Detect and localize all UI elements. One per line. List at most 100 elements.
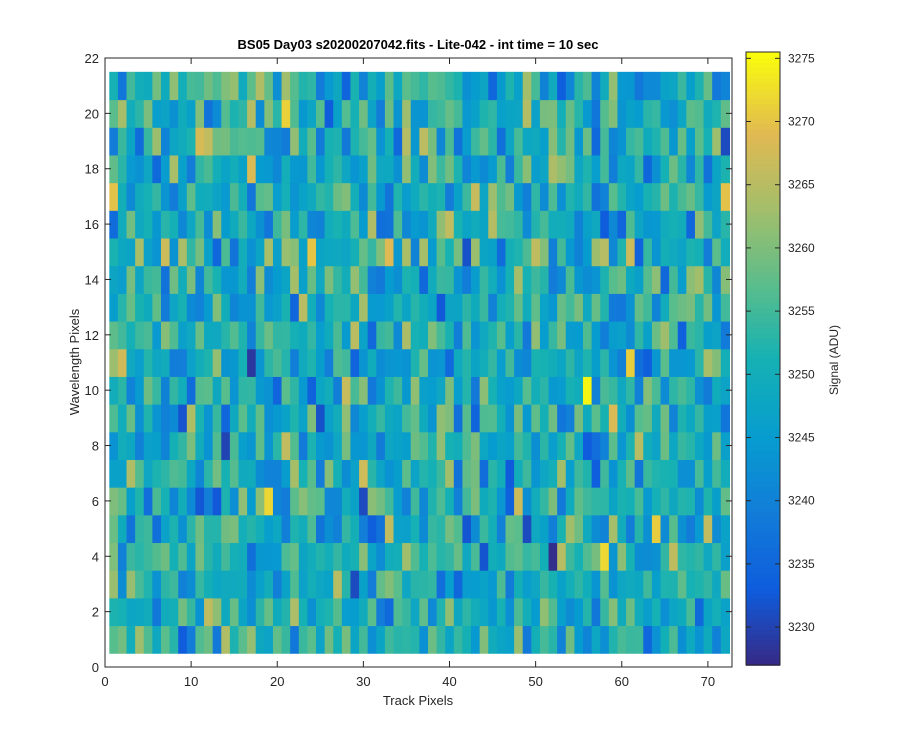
colorbar-band <box>746 87 780 94</box>
heatmap-cell <box>660 459 670 488</box>
heatmap-cell <box>410 182 420 211</box>
colorbar-band <box>746 521 780 528</box>
heatmap-cell <box>626 293 636 322</box>
heatmap-cell <box>298 487 308 516</box>
heatmap-cell <box>471 625 481 654</box>
heatmap-cell <box>583 154 593 184</box>
heatmap-cell <box>496 431 507 460</box>
heatmap-cell <box>703 542 713 571</box>
heatmap-cell <box>324 154 334 184</box>
heatmap-cell <box>548 625 558 654</box>
heatmap-cell <box>281 597 291 627</box>
heatmap-cell <box>350 459 360 488</box>
heatmap-cell <box>539 154 550 184</box>
heatmap-cell <box>720 265 731 294</box>
heatmap-cell <box>583 210 593 239</box>
colorbar-band <box>746 72 780 79</box>
heatmap-cell <box>539 182 550 211</box>
heatmap-cell <box>247 127 257 156</box>
heatmap-cell <box>505 182 515 211</box>
heatmap-cell <box>427 348 438 377</box>
heatmap-cell <box>143 597 153 627</box>
heatmap-cell <box>445 210 455 239</box>
heatmap-cell <box>462 182 472 211</box>
heatmap-cell <box>608 127 619 156</box>
heatmap-cell <box>272 625 283 654</box>
heatmap-cell <box>229 127 240 156</box>
heatmap-cell <box>359 376 369 405</box>
heatmap-cell <box>583 431 593 460</box>
heatmap-cell <box>393 376 403 405</box>
heatmap-cell <box>178 376 188 405</box>
heatmap-cell <box>238 404 248 433</box>
heatmap-cell <box>376 514 386 544</box>
heatmap-cell <box>479 487 489 516</box>
heatmap-cell <box>367 99 377 128</box>
heatmap-cell <box>255 320 265 350</box>
colorbar-tick-label: 3270 <box>788 115 815 129</box>
heatmap-cell <box>341 265 352 294</box>
heatmap-cell <box>238 487 248 516</box>
heatmap-cell <box>160 265 171 294</box>
heatmap-cell <box>471 293 481 322</box>
heatmap-cell <box>324 404 334 433</box>
heatmap-cell <box>565 154 575 184</box>
heatmap-cell <box>212 487 222 516</box>
heatmap-cell <box>617 293 627 322</box>
heatmap-cell <box>333 182 343 211</box>
heatmap-cell <box>212 127 222 156</box>
heatmap-cell <box>557 487 567 516</box>
heatmap-cell <box>238 127 248 156</box>
heatmap-cell <box>694 597 705 627</box>
heatmap-cell <box>539 210 550 239</box>
heatmap-cell <box>212 237 222 267</box>
heatmap-cell <box>255 99 265 128</box>
heatmap-cell <box>660 71 670 101</box>
heatmap-cell <box>445 570 455 599</box>
heatmap-cell <box>419 71 429 101</box>
heatmap-cell <box>221 404 231 433</box>
heatmap-cell <box>341 459 352 488</box>
heatmap-cell <box>471 404 481 433</box>
colorbar-band <box>746 562 780 569</box>
heatmap-cell <box>686 348 696 377</box>
heatmap-cell <box>462 625 472 654</box>
heatmap-cell <box>539 127 550 156</box>
heatmap-cell <box>462 237 472 267</box>
heatmap-cell <box>669 376 679 405</box>
heatmap-cell <box>272 487 283 516</box>
heatmap-cell <box>350 71 360 101</box>
heatmap-cell <box>212 154 222 184</box>
x-tick-label: 20 <box>270 674 284 689</box>
heatmap-cell <box>117 431 128 460</box>
heatmap-cell <box>686 404 696 433</box>
heatmap-cell <box>126 293 136 322</box>
heatmap-cell <box>522 570 532 599</box>
heatmap-cell <box>152 99 162 128</box>
heatmap-cell <box>565 376 575 405</box>
heatmap-cell <box>359 597 369 627</box>
heatmap-cell <box>574 99 584 128</box>
heatmap-cell <box>505 127 515 156</box>
heatmap-cell <box>522 182 532 211</box>
heatmap-cell <box>316 127 326 156</box>
heatmap-cell <box>402 404 412 433</box>
heatmap-cell <box>686 514 696 544</box>
heatmap-cell <box>376 487 386 516</box>
heatmap-cell <box>583 265 593 294</box>
heatmap-cell <box>453 154 464 184</box>
heatmap-cell <box>522 154 532 184</box>
heatmap-cell <box>712 210 722 239</box>
heatmap-cell <box>531 99 541 128</box>
colorbar-band <box>746 634 780 641</box>
colorbar-band <box>746 353 780 360</box>
heatmap-cell <box>350 210 360 239</box>
heatmap-cell <box>135 127 145 156</box>
heatmap-cell <box>677 514 687 544</box>
heatmap-cell <box>712 293 722 322</box>
heatmap-cell <box>143 348 153 377</box>
heatmap-cell <box>290 487 300 516</box>
heatmap-cell <box>272 514 283 544</box>
heatmap-cell <box>238 154 248 184</box>
